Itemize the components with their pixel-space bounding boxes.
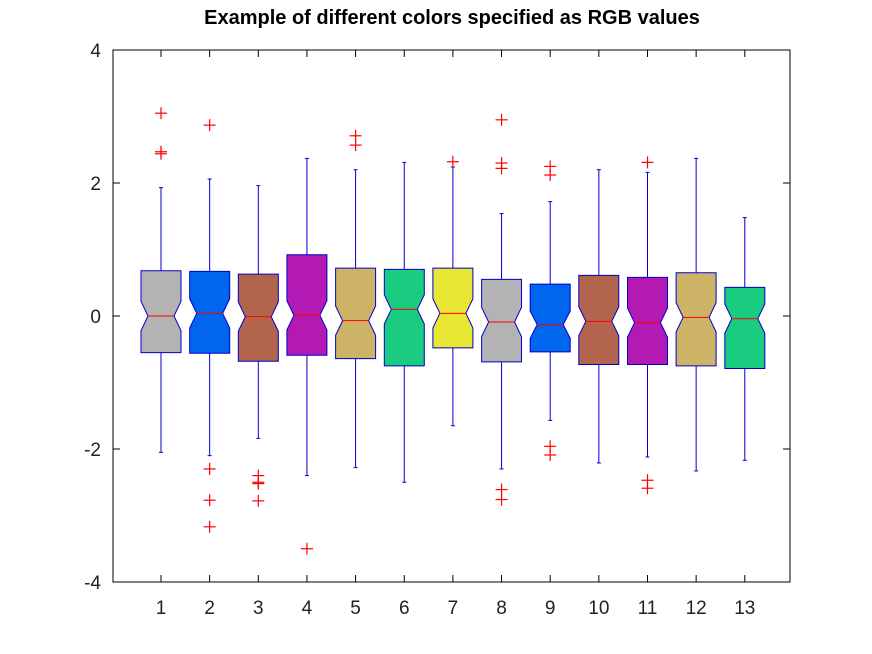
outlier-marker <box>155 107 167 120</box>
x-tick-label: 6 <box>399 598 410 619</box>
box-group-4 <box>286 157 328 555</box>
outlier-marker <box>349 139 362 152</box>
y-tick-label: -4 <box>84 573 101 594</box>
box <box>335 267 377 360</box>
x-tick-label: 4 <box>302 598 313 619</box>
outlier-marker <box>252 494 265 507</box>
x-tick-label: 12 <box>686 598 707 619</box>
box <box>481 278 522 363</box>
box <box>627 276 668 365</box>
outlier-marker <box>203 462 216 475</box>
y-tick-label: 4 <box>90 41 101 62</box>
box <box>529 283 571 353</box>
box <box>286 254 328 356</box>
outlier-marker <box>203 520 216 533</box>
outlier-marker <box>495 162 508 175</box>
box-group-8 <box>481 113 522 506</box>
box-group-7 <box>432 155 474 427</box>
box-group-13 <box>724 217 766 461</box>
x-tick-label: 3 <box>253 598 264 619</box>
x-tick-label: 13 <box>734 598 755 619</box>
box <box>237 273 279 362</box>
x-tick-label: 8 <box>496 598 507 619</box>
y-tick-label: 2 <box>90 174 101 195</box>
boxes-layer <box>140 107 766 555</box>
x-tick-label: 7 <box>448 598 459 619</box>
outlier-marker <box>641 156 654 169</box>
outlier-marker <box>252 477 265 490</box>
outlier-marker <box>495 113 508 126</box>
x-tick-label: 10 <box>588 598 609 619</box>
box <box>140 270 182 354</box>
box-group-10 <box>578 169 620 464</box>
box <box>189 270 231 354</box>
outlier-marker <box>203 494 216 507</box>
x-tick-label: 11 <box>638 598 658 619</box>
outlier-marker <box>495 493 508 506</box>
box-group-1 <box>140 107 182 453</box>
outlier-marker <box>544 448 557 461</box>
chart-title: Example of different colors specified as… <box>204 7 700 29</box>
box <box>724 286 766 369</box>
box <box>432 267 474 349</box>
box-group-3 <box>237 185 279 507</box>
x-tick-label: 2 <box>204 598 215 619</box>
x-tick-label: 5 <box>350 598 361 619</box>
outlier-marker <box>641 482 654 495</box>
outlier-marker <box>203 119 216 132</box>
outlier-marker <box>544 169 557 182</box>
box <box>578 274 620 365</box>
box-group-11 <box>627 156 668 495</box>
x-tick-label: 9 <box>545 598 556 619</box>
box <box>383 268 425 367</box>
y-tick-label: -2 <box>84 440 101 461</box>
box-group-5 <box>335 129 377 469</box>
box-group-6 <box>383 161 425 483</box>
x-tick-label: 1 <box>156 598 167 619</box>
outlier-marker <box>446 155 459 168</box>
box-group-2 <box>189 119 231 533</box>
box-group-12 <box>675 157 717 472</box>
outlier-marker <box>155 147 167 160</box>
y-tick-label: 0 <box>90 307 101 328</box>
outlier-marker <box>300 542 313 555</box>
box <box>675 272 717 367</box>
box-group-9 <box>529 160 571 461</box>
